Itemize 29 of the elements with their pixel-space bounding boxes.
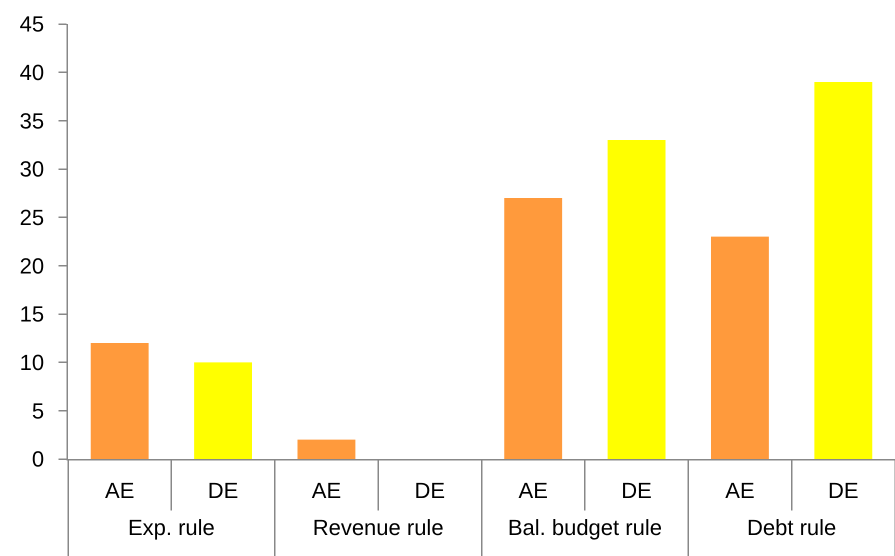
text: AE [725,478,755,503]
y-tick-label: 30 [20,156,44,182]
bar [194,362,252,459]
y-tick-label: 20 [20,253,44,278]
bar [710,236,769,459]
x-tick-label: Exp. rule [128,514,215,540]
y-tick-label: 15 [20,302,44,327]
y-tick-label: 0 [32,446,44,472]
x-tick-label: Debt rule [746,514,836,540]
y-tick-label: 35 [20,108,44,134]
text: DE [828,478,859,503]
bar [814,82,872,459]
bar [608,140,666,459]
x-tick-label: Bal. budget rule [508,514,662,540]
series-label: AE [105,478,134,503]
bar [90,343,149,459]
text: AE [312,478,342,503]
y-tick-label: 45 [20,12,44,37]
y-tick-label: 25 [20,205,44,230]
text: AE [518,478,548,503]
bar [504,198,562,459]
y-tick-label: 10 [20,350,44,376]
x-tick-label: Revenue rule [312,514,444,540]
series-label: DE [208,478,238,503]
text: DE [414,478,446,503]
text: DE [621,478,652,503]
y-tick-label: 40 [20,60,44,86]
bar [297,440,356,459]
y-tick-label: 5 [32,398,44,424]
